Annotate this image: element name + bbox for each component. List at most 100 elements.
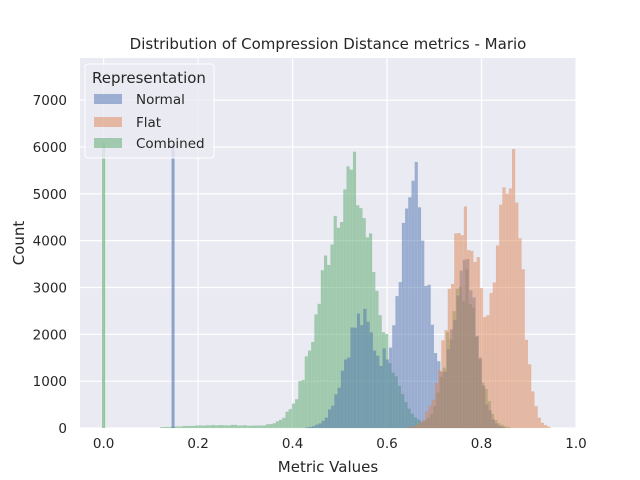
bar-normal xyxy=(382,348,386,429)
y-tick-label: 2000 xyxy=(33,327,67,343)
bar-normal xyxy=(308,426,312,429)
bar-flat xyxy=(444,330,448,429)
bar-flat xyxy=(483,316,487,429)
bar-combined xyxy=(253,425,257,429)
bar-flat xyxy=(415,424,419,429)
spike-bar-combined xyxy=(102,142,106,428)
bar-combined xyxy=(314,314,318,429)
bar-normal xyxy=(321,420,325,429)
bar-combined xyxy=(234,424,238,429)
bar-normal xyxy=(324,417,328,429)
bar-combined xyxy=(208,425,212,429)
bar-combined xyxy=(275,421,280,429)
bar-combined xyxy=(237,425,241,429)
bar-combined xyxy=(288,409,292,429)
bar-normal xyxy=(363,308,367,429)
bar-combined xyxy=(163,426,167,429)
bar-combined xyxy=(285,411,289,429)
bar-flat xyxy=(521,269,525,429)
bar-combined xyxy=(256,425,260,429)
bar-flat xyxy=(425,411,429,429)
spike-bar-normal xyxy=(171,144,175,428)
bar-normal xyxy=(366,321,370,429)
bar-flat xyxy=(499,204,503,429)
bar-flat xyxy=(537,417,541,429)
legend-label-flat: Flat xyxy=(136,115,161,131)
histogram-bars xyxy=(102,142,551,429)
bar-flat xyxy=(547,426,551,429)
bar-flat xyxy=(515,202,519,429)
bar-combined xyxy=(330,244,334,429)
bar-normal xyxy=(401,222,406,429)
y-tick-label: 1000 xyxy=(33,374,67,390)
bar-combined xyxy=(217,424,222,429)
bar-combined xyxy=(266,424,270,429)
bar-flat xyxy=(531,391,535,429)
bar-normal xyxy=(347,357,351,429)
bar-normal xyxy=(392,325,396,429)
legend-box xyxy=(84,63,215,159)
bar-normal xyxy=(411,180,415,429)
bar-combined xyxy=(291,403,296,429)
bar-combined xyxy=(243,425,247,429)
bar-combined xyxy=(240,425,244,429)
bar-combined xyxy=(269,424,273,429)
bar-combined xyxy=(230,424,235,429)
bar-normal xyxy=(395,296,399,429)
bar-flat xyxy=(528,364,532,429)
bar-combined xyxy=(205,425,209,429)
y-tick-labels: 0 1000 2000 3000 4000 5000 6000 7000 xyxy=(33,93,67,437)
x-tick-label: 0.2 xyxy=(187,436,208,452)
legend-swatch-combined xyxy=(94,138,122,148)
bar-normal xyxy=(424,285,428,429)
bar-flat xyxy=(422,420,426,429)
bar-flat xyxy=(505,193,509,429)
bar-flat xyxy=(463,206,468,429)
bar-combined xyxy=(304,356,308,429)
bar-combined xyxy=(227,425,231,429)
bar-combined xyxy=(160,427,164,429)
y-axis-label: Count xyxy=(10,221,28,266)
bar-combined xyxy=(323,255,328,429)
bar-combined xyxy=(214,425,218,429)
bar-combined xyxy=(327,264,331,429)
bar-normal xyxy=(360,325,364,429)
bar-flat xyxy=(438,370,442,429)
bar-normal xyxy=(369,332,373,429)
bar-combined xyxy=(298,380,302,429)
bar-flat xyxy=(473,261,477,429)
bar-normal xyxy=(334,394,338,429)
bar-combined xyxy=(166,426,170,429)
bar-flat xyxy=(508,188,512,429)
bar-combined xyxy=(211,424,215,429)
bar-flat xyxy=(479,288,484,429)
bar-flat xyxy=(467,250,471,429)
bar-normal xyxy=(388,347,393,429)
bar-combined xyxy=(179,426,183,429)
bar-combined xyxy=(250,425,254,429)
bar-combined xyxy=(195,425,199,429)
x-tick-label: 0.8 xyxy=(471,436,492,452)
bar-normal xyxy=(408,197,412,429)
bar-combined xyxy=(182,425,186,429)
bar-normal xyxy=(327,409,332,429)
bar-flat xyxy=(460,235,464,429)
y-tick-label: 5000 xyxy=(33,187,67,203)
bar-normal xyxy=(350,327,354,429)
bar-normal xyxy=(421,240,425,429)
y-tick-label: 0 xyxy=(58,421,67,437)
bar-combined xyxy=(221,425,225,429)
legend-label-combined: Combined xyxy=(136,136,205,152)
bar-flat xyxy=(405,427,410,429)
bar-flat xyxy=(540,422,545,429)
bar-flat xyxy=(450,283,455,429)
bar-normal xyxy=(372,350,377,429)
bar-normal xyxy=(318,423,322,429)
bar-normal xyxy=(344,359,348,429)
bar-combined xyxy=(185,425,190,429)
bar-flat xyxy=(418,422,423,429)
bar-combined xyxy=(307,350,312,429)
x-tick-labels: 0.0 0.2 0.4 0.6 0.8 1.0 xyxy=(93,436,587,452)
bar-combined xyxy=(311,341,315,429)
bar-flat xyxy=(495,245,500,429)
